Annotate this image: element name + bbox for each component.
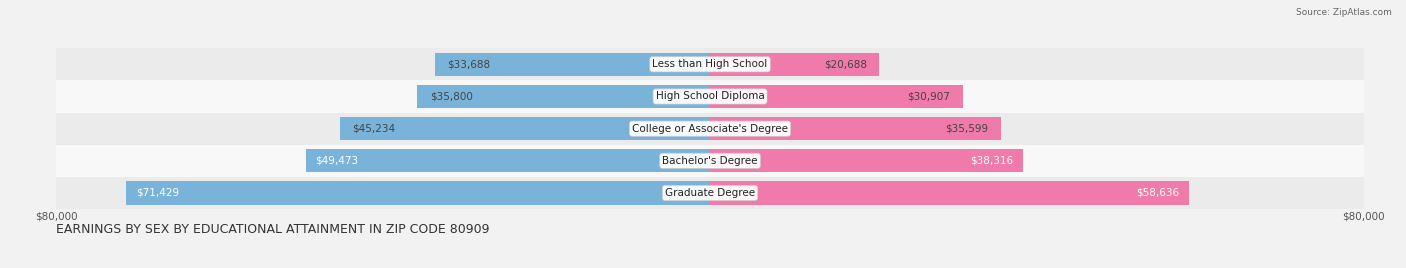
Text: $71,429: $71,429 [136, 188, 179, 198]
Text: $20,688: $20,688 [824, 59, 868, 69]
Bar [56, 80, 1364, 113]
Bar [127, 181, 710, 204]
Text: $30,907: $30,907 [907, 91, 950, 102]
Text: $45,234: $45,234 [353, 124, 395, 134]
Bar [434, 53, 710, 76]
Bar [56, 48, 1364, 80]
Bar [710, 117, 1001, 140]
Text: $49,473: $49,473 [315, 156, 359, 166]
Text: Less than High School: Less than High School [652, 59, 768, 69]
Bar [710, 149, 1024, 172]
Text: $58,636: $58,636 [1136, 188, 1180, 198]
Bar [56, 145, 1364, 177]
Text: High School Diploma: High School Diploma [655, 91, 765, 102]
Bar [305, 149, 710, 172]
Text: Graduate Degree: Graduate Degree [665, 188, 755, 198]
Bar [56, 113, 1364, 145]
Text: Source: ZipAtlas.com: Source: ZipAtlas.com [1296, 8, 1392, 17]
Bar [418, 85, 710, 108]
Bar [710, 181, 1189, 204]
Bar [340, 117, 710, 140]
Text: EARNINGS BY SEX BY EDUCATIONAL ATTAINMENT IN ZIP CODE 80909: EARNINGS BY SEX BY EDUCATIONAL ATTAINMEN… [56, 223, 489, 236]
Text: Bachelor's Degree: Bachelor's Degree [662, 156, 758, 166]
Bar [710, 53, 879, 76]
Text: College or Associate's Degree: College or Associate's Degree [633, 124, 787, 134]
Text: $35,599: $35,599 [946, 124, 988, 134]
Text: $33,688: $33,688 [447, 59, 491, 69]
Text: $35,800: $35,800 [430, 91, 472, 102]
Text: $38,316: $38,316 [970, 156, 1014, 166]
Bar [56, 177, 1364, 209]
Bar [710, 85, 963, 108]
